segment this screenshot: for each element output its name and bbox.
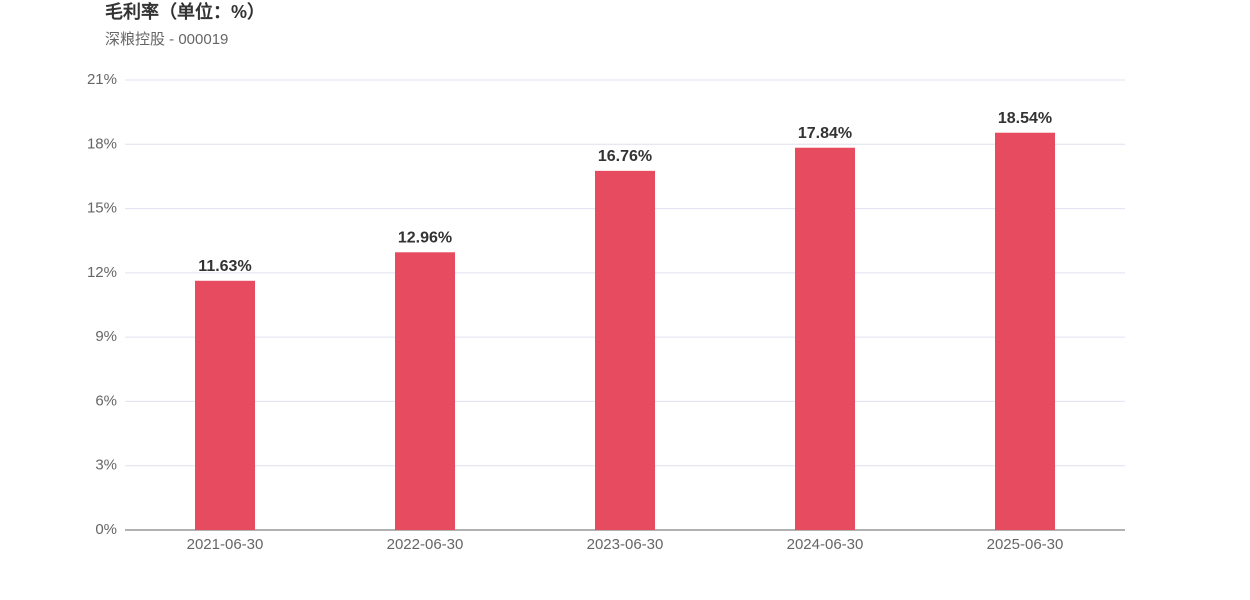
y-tick-label: 12% [87, 264, 117, 281]
bar [595, 170, 655, 530]
bar [995, 132, 1055, 530]
chart-title: 毛利率（单位：%） [105, 1, 265, 22]
x-tick-label: 2025-06-30 [987, 536, 1064, 553]
bar [395, 252, 455, 531]
bar [195, 280, 255, 530]
x-tick-label: 2022-06-30 [387, 536, 464, 553]
y-tick-label: 6% [95, 392, 117, 409]
value-label: 12.96% [398, 230, 452, 247]
value-label: 18.54% [998, 110, 1052, 127]
y-tick-label: 18% [87, 135, 117, 152]
value-label: 11.63% [198, 258, 251, 275]
x-tick-label: 2021-06-30 [187, 536, 264, 553]
value-label: 17.84% [798, 125, 852, 142]
y-tick-label: 21% [87, 71, 117, 88]
y-tick-label: 3% [95, 457, 117, 474]
value-label: 16.76% [598, 148, 652, 165]
y-tick-label: 15% [87, 200, 117, 217]
bar [795, 147, 855, 530]
y-tick-label: 9% [95, 328, 117, 345]
x-tick-label: 2023-06-30 [587, 536, 664, 553]
chart-subtitle: 深粮控股 - 000019 [105, 31, 228, 48]
x-tick-label: 2024-06-30 [787, 536, 864, 553]
y-tick-label: 0% [95, 521, 117, 538]
